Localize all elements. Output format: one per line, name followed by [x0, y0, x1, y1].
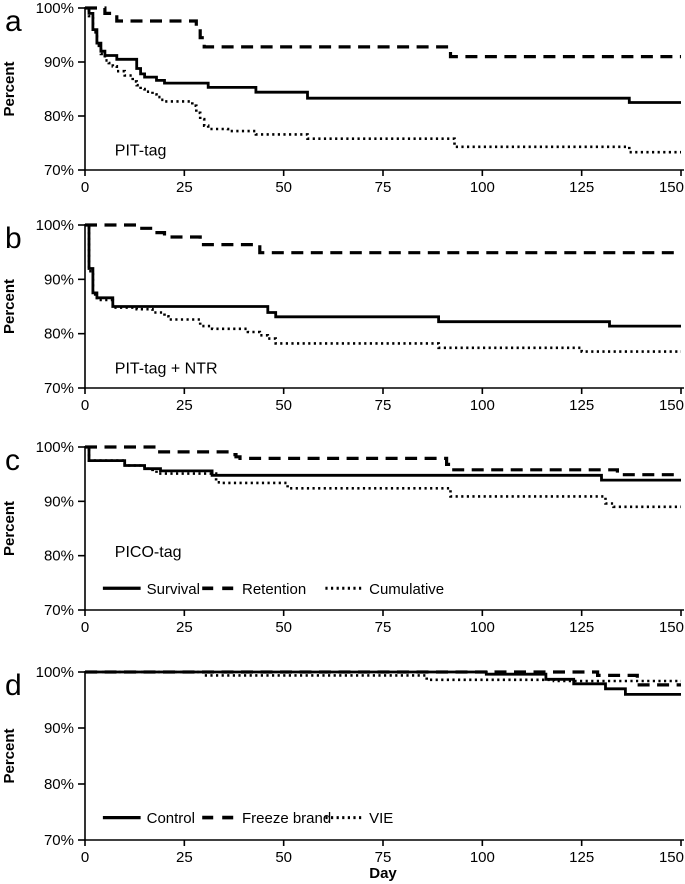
- panel-letter: c: [5, 444, 20, 477]
- series-dotted: [85, 6, 681, 154]
- y-tick-label: 90%: [44, 493, 74, 510]
- x-tick-label: 100: [470, 619, 495, 636]
- panel-caption: PIT-tag + NTR: [115, 360, 218, 377]
- legend: Survival Retention Cumulative: [102, 581, 444, 598]
- legend-label: VIE: [369, 810, 393, 827]
- y-tick-label: 80%: [44, 776, 74, 793]
- x-tick-label: 150: [659, 849, 684, 866]
- panel-caption: PICO-tag: [115, 544, 182, 561]
- x-tick-label: 0: [81, 179, 89, 196]
- x-tick-label: 75: [375, 849, 392, 866]
- series-solid: [85, 6, 681, 104]
- y-tick-label: 70%: [44, 162, 74, 179]
- panel-b: 100% 90% 80% 70% 0 25 50 75 100 125 150 b Percent PIT…: [1, 217, 684, 414]
- series-dashed: [85, 445, 681, 477]
- x-tick-label: 125: [569, 619, 594, 636]
- x-tick-label: 100: [470, 397, 495, 414]
- panel-letter: b: [5, 222, 22, 255]
- x-tick-label: 125: [569, 849, 594, 866]
- y-tick-label: 70%: [44, 602, 74, 619]
- y-axis-title: Percent: [1, 61, 18, 116]
- x-tick-label: 100: [470, 179, 495, 196]
- x-tick-label: 150: [659, 179, 684, 196]
- y-tick-label: 90%: [44, 271, 74, 288]
- y-axis-title: Percent: [1, 501, 18, 556]
- x-tick-label: 25: [176, 849, 193, 866]
- x-tick-label: 25: [176, 179, 193, 196]
- y-axis-title: Percent: [1, 728, 18, 783]
- x-tick-label: 75: [375, 179, 392, 196]
- legend-label: Control: [147, 810, 195, 827]
- panel-c: 100% 90% 80% 70% 0 25 50 75 100 125 150 c Percent PIC…: [1, 439, 684, 636]
- panel-caption: PIT-tag: [115, 142, 167, 159]
- y-tick-label: 100%: [36, 217, 74, 234]
- series-dotted: [85, 445, 681, 509]
- x-tick-label: 100: [470, 849, 495, 866]
- x-tick-label: 50: [275, 179, 292, 196]
- x-tick-label: 0: [81, 849, 89, 866]
- legend-label: Survival: [147, 581, 200, 598]
- x-axis-title: Day: [369, 865, 397, 882]
- series-dashed: [85, 670, 681, 687]
- x-tick-label: 125: [569, 397, 594, 414]
- legend-label: Retention: [242, 581, 306, 598]
- x-tick-label: 50: [275, 619, 292, 636]
- series-dashed: [85, 223, 681, 255]
- x-tick-label: 150: [659, 619, 684, 636]
- y-tick-label: 100%: [36, 0, 74, 17]
- panel-letter: a: [5, 5, 22, 38]
- y-tick-label: 90%: [44, 720, 74, 737]
- y-tick-label: 100%: [36, 439, 74, 456]
- x-tick-label: 50: [275, 849, 292, 866]
- x-tick-label: 25: [176, 397, 193, 414]
- series-dashed: [85, 6, 681, 59]
- series-dotted: [85, 223, 681, 353]
- series-solid: [85, 223, 681, 328]
- panel-letter: d: [5, 669, 22, 702]
- y-tick-label: 100%: [36, 664, 74, 681]
- legend-label: Cumulative: [369, 581, 444, 598]
- x-tick-label: 125: [569, 179, 594, 196]
- y-tick-label: 70%: [44, 832, 74, 849]
- x-tick-label: 75: [375, 619, 392, 636]
- y-axis-title: Percent: [1, 279, 18, 334]
- panel-d: 100% 90% 80% 70% 0 25 50 75 100 125 150 d Percent Con…: [1, 664, 684, 882]
- series-solid: [85, 445, 681, 482]
- y-tick-label: 70%: [44, 380, 74, 397]
- x-tick-label: 0: [81, 397, 89, 414]
- x-tick-label: 50: [275, 397, 292, 414]
- x-tick-label: 0: [81, 619, 89, 636]
- x-tick-label: 25: [176, 619, 193, 636]
- y-tick-label: 80%: [44, 108, 74, 125]
- panel-a: 100% 90% 80% 70% 0 25 50 75 100 125 150 a Percent PIT…: [1, 0, 684, 196]
- series-solid: [85, 670, 681, 696]
- y-tick-label: 80%: [44, 548, 74, 565]
- legend: Control Freeze brand VIE: [102, 810, 393, 827]
- x-tick-label: 150: [659, 397, 684, 414]
- y-tick-label: 90%: [44, 54, 74, 71]
- x-tick-label: 75: [375, 397, 392, 414]
- y-tick-label: 80%: [44, 326, 74, 343]
- legend-label: Freeze brand: [242, 810, 331, 827]
